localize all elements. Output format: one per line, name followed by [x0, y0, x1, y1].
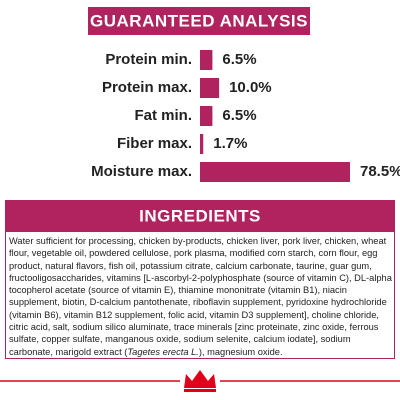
value-label: 10.0%: [229, 79, 272, 96]
ingredients-part: Water sufficient for processing, chicken…: [9, 236, 392, 357]
bar: [200, 162, 350, 182]
bar: [200, 134, 204, 154]
category-label: Protein max.: [102, 79, 192, 96]
category-label: Moisture max.: [91, 163, 192, 180]
value-label: 78.5%: [360, 163, 400, 180]
ingredients-italic: Tagetes erecta L.: [127, 346, 199, 357]
analysis-title: GUARANTEED ANALYSIS: [90, 11, 308, 30]
bar: [200, 50, 213, 70]
logo: [184, 370, 216, 392]
ingredients-header: [5, 200, 395, 232]
analysis-header: [88, 7, 310, 35]
category-label: Protein min.: [105, 51, 192, 68]
category-label: Fiber max.: [117, 135, 192, 152]
ingredients-title: INGREDIENTS: [139, 206, 261, 225]
value-label: 1.7%: [213, 135, 247, 152]
bar: [200, 106, 213, 126]
category-label: Fat min.: [134, 107, 192, 124]
bar: [200, 78, 220, 98]
value-label: 6.5%: [222, 51, 256, 68]
ingredients-part: ), magnesium oxide.: [198, 346, 283, 357]
value-label: 6.5%: [222, 107, 256, 124]
ingredients-text: Water sufficient for processing, chicken…: [9, 235, 393, 358]
